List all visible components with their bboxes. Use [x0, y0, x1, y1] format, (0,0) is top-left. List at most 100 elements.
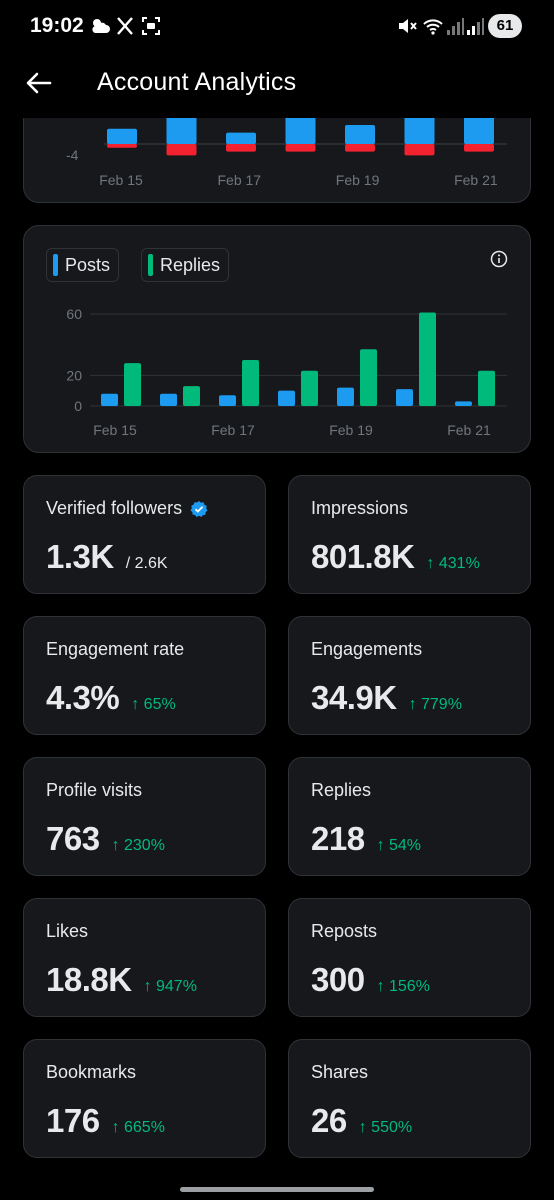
stat-value-row: 218 ↑ 54%: [311, 820, 421, 858]
chart-top-bar-negative: [464, 144, 494, 152]
chart-bar-replies: [478, 370, 495, 406]
stat-label-text: Engagement rate: [46, 639, 185, 659]
stat-value: 26: [311, 1102, 347, 1139]
chart-top-x-tick-label: Feb 19: [336, 172, 380, 188]
legend-label-posts: Posts: [65, 254, 111, 275]
legend-swatch-replies: [148, 254, 153, 276]
stat-value: 300: [311, 961, 365, 998]
chart-bar-posts: [219, 395, 236, 406]
stat-card-impressions[interactable]: Impressions 801.8K ↑ 431%: [288, 475, 531, 594]
chart-bar-posts: [455, 401, 472, 406]
stat-card-likes[interactable]: Likes 18.8K ↑ 947%: [23, 898, 266, 1017]
x-logo-icon: [116, 15, 134, 37]
stat-value-row: 18.8K ↑ 947%: [46, 961, 197, 999]
chart-bar-posts: [278, 390, 295, 406]
battery-indicator: 61: [488, 14, 522, 38]
stat-card-engagements[interactable]: Engagements 34.9K ↑ 779%: [288, 616, 531, 735]
chart-card-top: -4 Feb 15 Feb 17 Feb 19 Feb 21: [23, 96, 531, 203]
chart-bar-replies: [124, 363, 141, 406]
info-icon[interactable]: [490, 250, 508, 268]
stat-label: Likes: [46, 921, 88, 942]
chart-y-tick-label: 60: [66, 306, 82, 322]
chart-top-y-tick-label: -4: [66, 147, 79, 163]
stat-card-verified-followers[interactable]: Verified followers 1.3K / 2.6K: [23, 475, 266, 594]
chart-x-tick-label: Feb 19: [329, 422, 373, 438]
stat-value: 176: [46, 1102, 100, 1139]
chart-top-bar-negative: [285, 144, 316, 152]
chart-top-bar-negative: [404, 144, 435, 156]
status-bar: 19:02 61: [0, 0, 554, 52]
chart-top-bar-negative: [166, 144, 197, 156]
legend-swatch-posts: [53, 254, 58, 276]
stat-value: 4.3%: [46, 679, 120, 716]
legend-label-replies: Replies: [160, 254, 221, 275]
stat-label: Verified followers: [46, 498, 208, 519]
stat-label: Engagements: [311, 639, 422, 660]
screenshot-icon: [140, 15, 162, 37]
home-indicator[interactable]: [180, 1187, 374, 1192]
signal-icon-2: [466, 15, 484, 37]
legend-posts[interactable]: Posts: [46, 248, 120, 282]
stat-value-row: 34.9K ↑ 779%: [311, 679, 462, 717]
stat-change: ↑ 65%: [131, 696, 176, 713]
stat-label-text: Bookmarks: [46, 1062, 137, 1082]
stat-label-text: Verified followers: [46, 498, 183, 518]
chart-bar-replies: [301, 370, 318, 406]
stat-value: 218: [311, 820, 365, 857]
chart-card-posts-replies: Posts Replies 0 20 60 Feb 15 Feb 17 Feb 19 Feb…: [23, 225, 531, 453]
stat-value-row: 4.3% ↑ 65%: [46, 679, 176, 717]
stat-label: Shares: [311, 1062, 368, 1083]
chart-top-bar-positive: [107, 128, 137, 144]
chart-top: -4 Feb 15 Feb 17 Feb 19 Feb 21: [66, 113, 507, 188]
stat-change: ↑ 779%: [408, 696, 462, 713]
chart-top-bar-negative: [226, 144, 256, 152]
stat-change: ↑ 156%: [376, 978, 430, 995]
stat-card-replies[interactable]: Replies 218 ↑ 54%: [288, 757, 531, 876]
signal-icon: [446, 15, 464, 37]
chart-top-bar-negative: [345, 144, 375, 152]
stat-card-reposts[interactable]: Reposts 300 ↑ 156%: [288, 898, 531, 1017]
stat-card-bookmarks[interactable]: Bookmarks 176 ↑ 665%: [23, 1039, 266, 1158]
status-time: 19:02: [30, 14, 84, 37]
stat-card-profile-visits[interactable]: Profile visits 763 ↑ 230%: [23, 757, 266, 876]
stat-card-shares[interactable]: Shares 26 ↑ 550%: [288, 1039, 531, 1158]
stat-change: ↑ 665%: [111, 1119, 165, 1136]
chart-x-tick-label: Feb 21: [447, 422, 491, 438]
chart-top-bar-positive: [345, 125, 375, 144]
stat-label: Bookmarks: [46, 1062, 136, 1083]
stat-value: 1.3K: [46, 538, 114, 575]
arrow-left-icon[interactable]: [24, 68, 54, 98]
stat-label: Reposts: [311, 921, 377, 942]
weather-cloud-icon: [90, 15, 112, 37]
stat-card-engagement-rate[interactable]: Engagement rate 4.3% ↑ 65%: [23, 616, 266, 735]
chart-top-bar-negative: [107, 144, 137, 148]
stat-value-row: 176 ↑ 665%: [46, 1102, 165, 1140]
chart-bar-posts: [160, 393, 177, 406]
chart-bar-replies: [183, 386, 200, 406]
chart-top-x-tick-label: Feb 17: [218, 172, 262, 188]
stat-value: 801.8K: [311, 538, 415, 575]
chart-top-bar-positive: [226, 132, 256, 144]
stat-value-row: 801.8K ↑ 431%: [311, 538, 480, 576]
top-app-bar: Account Analytics: [0, 52, 554, 118]
stat-label-text: Replies: [311, 780, 372, 800]
chart-top-x-tick-label: Feb 15: [99, 172, 143, 188]
chart-top-bar-positive: [285, 113, 316, 144]
chart-bar-posts: [337, 387, 354, 406]
stat-change: ↑ 54%: [376, 837, 422, 854]
chart-top-bar-positive: [166, 113, 197, 144]
chart-bar-replies: [242, 360, 259, 406]
chart-bar-posts: [101, 393, 118, 406]
chart-y-tick-label: 20: [66, 367, 82, 383]
chart-top-bar-positive: [404, 113, 435, 144]
chart-top-bar-positive: [464, 113, 494, 144]
stat-label-text: Shares: [311, 1062, 369, 1082]
stat-label-text: Impressions: [311, 498, 409, 518]
chart-top-x-tick-label: Feb 21: [454, 172, 498, 188]
page-title: Account Analytics: [97, 68, 297, 96]
stat-change: ↑ 431%: [426, 555, 480, 572]
stat-change: ↑ 550%: [358, 1119, 413, 1136]
legend-replies[interactable]: Replies: [141, 248, 230, 282]
mute-icon: [396, 15, 418, 37]
chart-bar-replies: [360, 349, 377, 406]
